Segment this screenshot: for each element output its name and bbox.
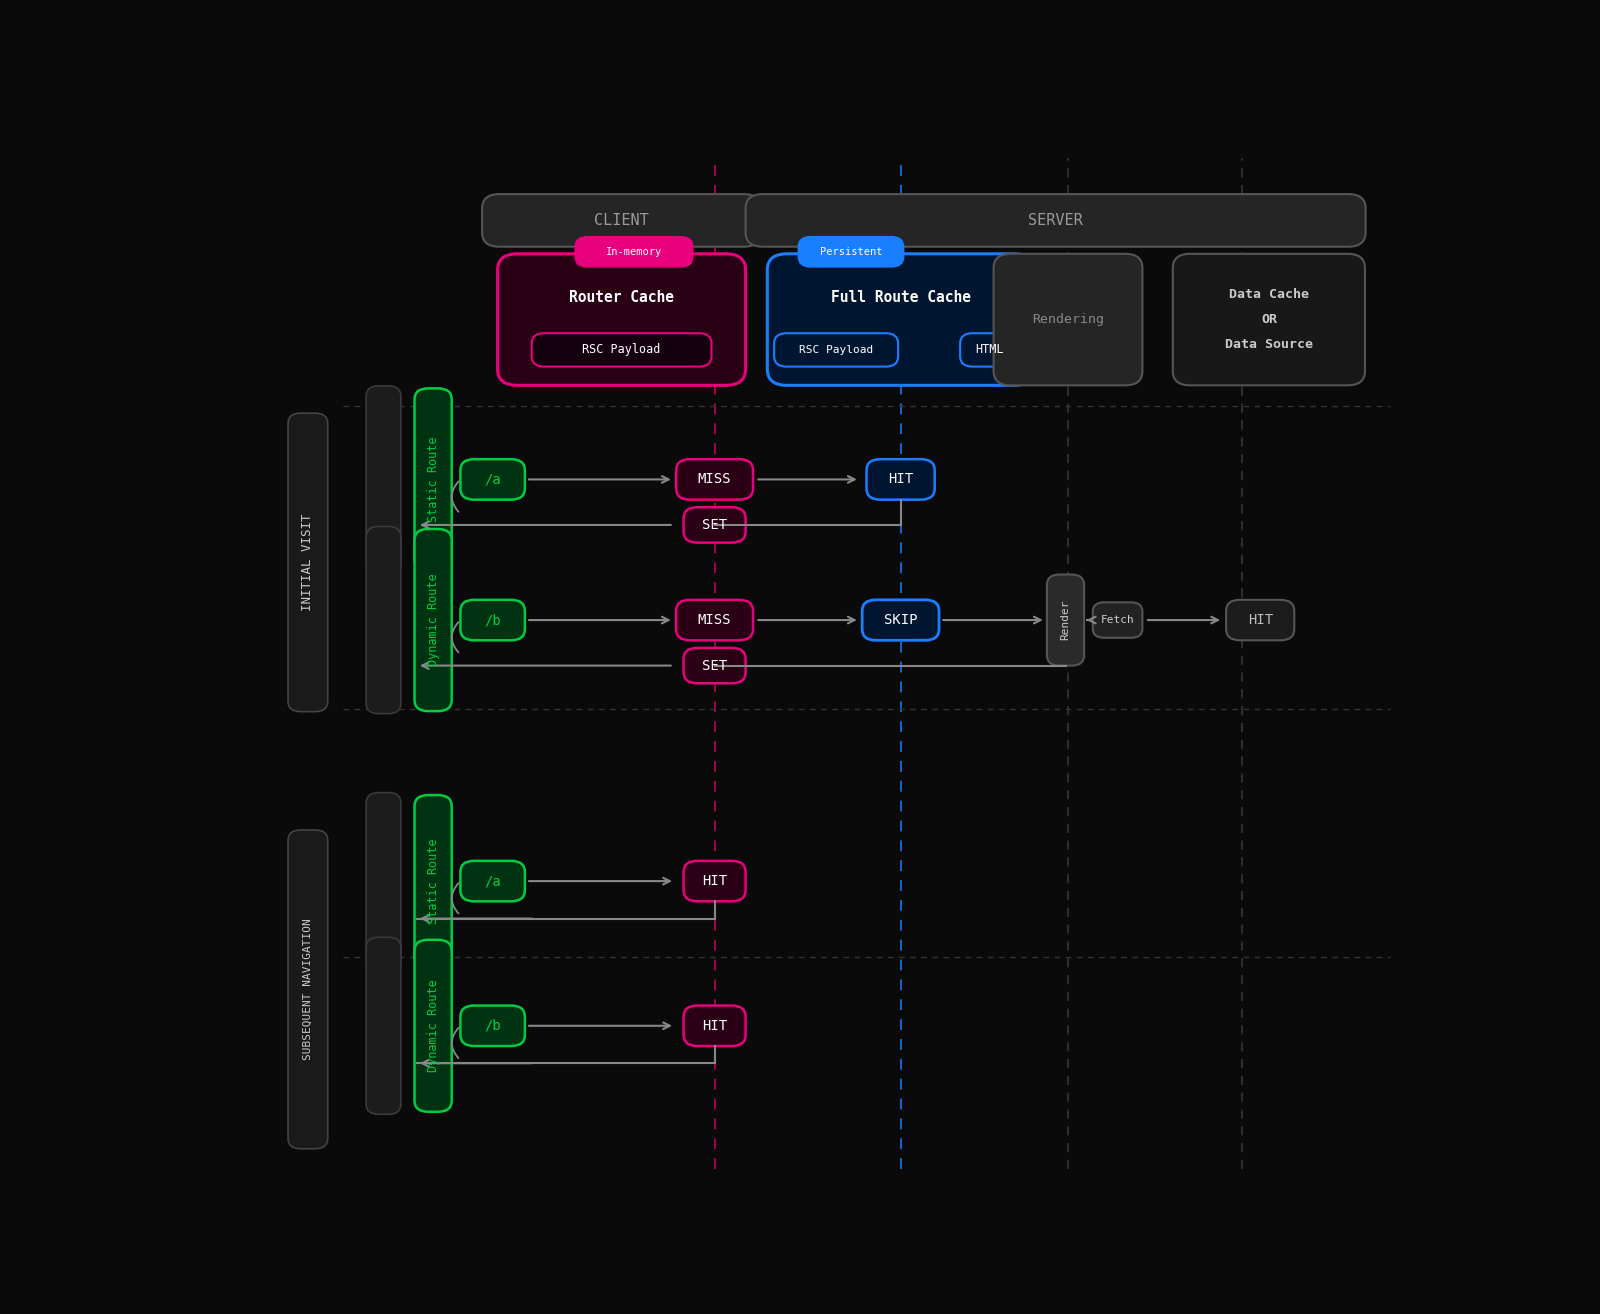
Text: Data Cache: Data Cache [1229,288,1309,301]
FancyBboxPatch shape [531,334,712,367]
Text: SERVER: SERVER [1029,213,1083,227]
Text: Render: Render [1061,599,1070,640]
Text: MISS: MISS [698,614,731,627]
FancyBboxPatch shape [746,194,1365,247]
FancyBboxPatch shape [683,507,746,543]
Text: SET: SET [702,518,726,532]
FancyBboxPatch shape [414,940,451,1112]
Text: OR: OR [1261,313,1277,326]
FancyBboxPatch shape [677,459,754,499]
FancyBboxPatch shape [994,254,1142,385]
FancyBboxPatch shape [960,334,1019,367]
FancyBboxPatch shape [574,237,693,267]
Text: /b: /b [485,1018,501,1033]
Text: Dynamic Route: Dynamic Route [427,979,440,1072]
Text: SET: SET [702,658,726,673]
FancyBboxPatch shape [677,599,754,640]
Text: Static Route: Static Route [427,436,440,522]
Text: /a: /a [485,874,501,888]
Text: HIT: HIT [888,473,914,486]
FancyBboxPatch shape [461,1005,525,1046]
Text: Static Route: Static Route [427,838,440,924]
FancyBboxPatch shape [288,413,328,712]
Text: CLIENT: CLIENT [594,213,650,227]
Text: In-memory: In-memory [606,247,662,256]
FancyBboxPatch shape [774,334,898,367]
FancyBboxPatch shape [461,459,525,499]
FancyBboxPatch shape [414,795,451,967]
FancyBboxPatch shape [461,599,525,640]
Text: HIT: HIT [702,874,726,888]
FancyBboxPatch shape [414,389,451,570]
Text: SKIP: SKIP [883,614,917,627]
FancyBboxPatch shape [798,237,904,267]
FancyBboxPatch shape [683,648,746,683]
FancyBboxPatch shape [1226,599,1294,640]
Text: Full Route Cache: Full Route Cache [830,290,971,305]
FancyBboxPatch shape [683,1005,746,1046]
Text: RSC Payload: RSC Payload [582,343,661,356]
FancyBboxPatch shape [768,254,1034,385]
Text: /b: /b [485,614,501,627]
FancyBboxPatch shape [1093,602,1142,637]
FancyBboxPatch shape [1046,574,1085,666]
Text: Rendering: Rendering [1032,313,1104,326]
Text: Dynamic Route: Dynamic Route [427,574,440,666]
FancyBboxPatch shape [867,459,934,499]
Text: INITIAL VISIT: INITIAL VISIT [301,514,314,611]
Text: SUBSEQUENT NAVIGATION: SUBSEQUENT NAVIGATION [302,918,314,1060]
Text: HIT: HIT [1248,614,1272,627]
FancyBboxPatch shape [366,792,402,970]
FancyBboxPatch shape [862,599,939,640]
FancyBboxPatch shape [366,937,402,1114]
Text: Persistent: Persistent [819,247,882,256]
Text: HIT: HIT [702,1018,726,1033]
FancyBboxPatch shape [482,194,762,247]
Text: Fetch: Fetch [1101,615,1134,625]
FancyBboxPatch shape [683,861,746,901]
FancyBboxPatch shape [1173,254,1365,385]
FancyBboxPatch shape [461,861,525,901]
FancyBboxPatch shape [366,527,402,714]
FancyBboxPatch shape [414,530,451,711]
Text: Router Cache: Router Cache [570,290,674,305]
Text: /a: /a [485,473,501,486]
FancyBboxPatch shape [498,254,746,385]
FancyBboxPatch shape [366,386,402,573]
FancyBboxPatch shape [288,830,328,1148]
Text: Data Source: Data Source [1226,339,1314,351]
Text: MISS: MISS [698,473,731,486]
Text: HTML: HTML [976,343,1005,356]
Text: RSC Payload: RSC Payload [798,344,874,355]
